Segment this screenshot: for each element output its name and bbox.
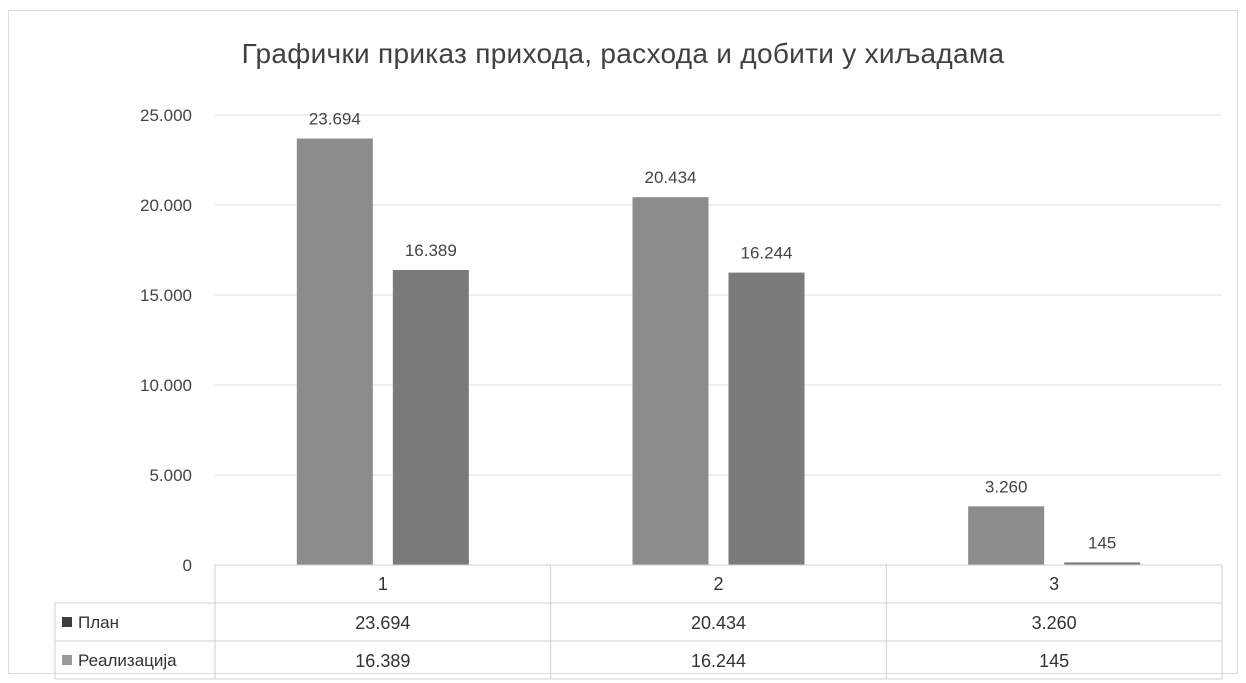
- bar-realizacija: [728, 272, 805, 565]
- legend-label: План: [78, 613, 119, 632]
- bar-realizacija: [1064, 562, 1141, 565]
- bar-plan: [296, 138, 373, 565]
- bar-plan: [632, 197, 709, 566]
- y-tick-label: 5.000: [149, 466, 192, 485]
- y-tick-label: 25.000: [140, 106, 192, 125]
- table-cell: 16.389: [355, 651, 410, 671]
- bar-realizacija: [392, 269, 469, 565]
- data-label: 16.389: [405, 241, 457, 260]
- table-cell: 145: [1039, 651, 1069, 671]
- y-tick-label: 20.000: [140, 196, 192, 215]
- x-category-label: 3: [1049, 574, 1059, 594]
- y-tick-label: 10.000: [140, 376, 192, 395]
- data-label: 145: [1088, 533, 1116, 552]
- legend-label: Реализација: [78, 651, 177, 670]
- y-tick-label: 15.000: [140, 286, 192, 305]
- y-tick-label: 0: [183, 556, 192, 575]
- data-label: 16.244: [741, 244, 793, 263]
- data-label: 20.434: [645, 168, 697, 187]
- table-cell: 3.260: [1032, 613, 1077, 633]
- table-cell: 20.434: [691, 613, 746, 633]
- table-cell: 23.694: [355, 613, 410, 633]
- chart-title: Графички приказ прихода, расхода и добит…: [241, 38, 1005, 69]
- data-label: 3.260: [985, 477, 1028, 496]
- legend-key: [62, 655, 72, 665]
- table-cell: 16.244: [691, 651, 746, 671]
- data-label: 23.694: [309, 110, 361, 129]
- x-category-label: 2: [713, 574, 723, 594]
- bar-plan: [968, 506, 1045, 565]
- x-category-label: 1: [378, 574, 388, 594]
- legend-key: [62, 617, 72, 627]
